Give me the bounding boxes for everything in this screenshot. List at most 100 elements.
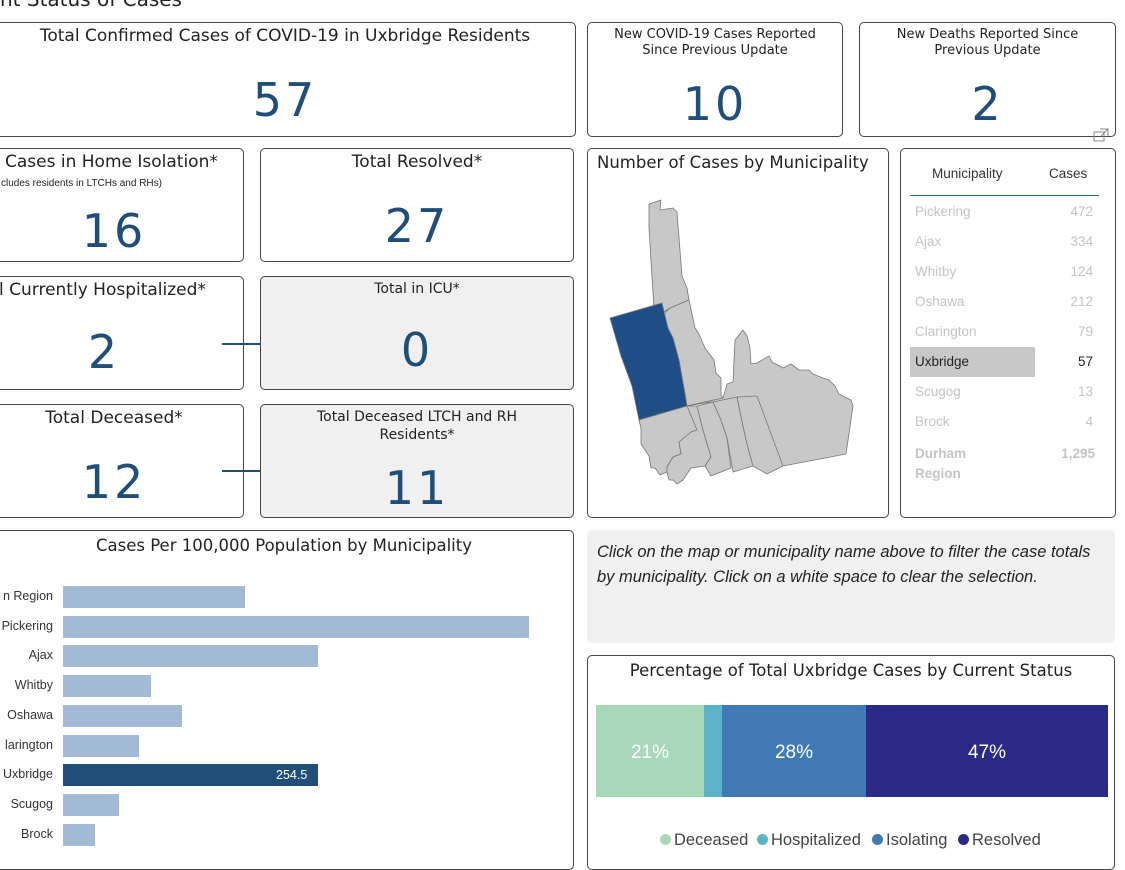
icu-card: Total in ICU* 0 — [260, 276, 574, 390]
hospitalized-title: l Currently Hospitalized* — [0, 280, 206, 300]
status-segment-isolating[interactable] — [722, 705, 866, 797]
table-row[interactable]: Ajax 334 — [910, 227, 1098, 257]
expand-icon[interactable] — [1093, 128, 1109, 142]
bar[interactable] — [63, 823, 95, 846]
municipality-name[interactable]: Pickering — [915, 204, 971, 219]
hospitalized-value: 2 — [87, 325, 121, 379]
table-row[interactable]: Scugog 13 — [910, 377, 1098, 407]
status-segment-label: 47% — [967, 742, 1007, 763]
map-region-uxbridge[interactable] — [609, 302, 688, 421]
bar-chart-title: Cases Per 100,000 Population by Municipa… — [95, 536, 473, 555]
new-deaths-title: New Deaths Reported Since Previous Updat… — [896, 27, 1079, 59]
legend-label: Hospitalized — [771, 831, 861, 849]
status-segment-deceased[interactable] — [596, 705, 704, 797]
icu-title: Total in ICU* — [374, 281, 460, 297]
legend-item-hospitalized[interactable]: Hospitalized — [757, 831, 861, 850]
bar[interactable] — [63, 675, 151, 698]
legend-dot-icon — [757, 834, 768, 845]
table-row[interactable]: Uxbridge 57 — [910, 347, 1098, 377]
municipality-cases: 212 — [1070, 294, 1093, 309]
deceased-card: Total Deceased* 12 — [0, 404, 244, 518]
status-chart-title: Percentage of Total Uxbridge Cases by Cu… — [629, 661, 1073, 680]
bar-category-label: Whitby — [14, 678, 53, 693]
bar-data-label: 254.5 — [276, 768, 308, 783]
status-segment-resolved[interactable] — [866, 705, 1108, 797]
municipality-cases: 4 — [1085, 414, 1093, 429]
legend-label: Resolved — [972, 831, 1041, 849]
legend-dot-icon — [660, 834, 671, 845]
bar-category-label: Brock — [21, 826, 53, 841]
icu-value: 0 — [400, 323, 434, 377]
municipality-cases: 334 — [1070, 234, 1093, 249]
home-isolation-subtitle: cludes residents in LTCHs and RHs) — [1, 178, 162, 189]
total-confirmed-value: 57 — [252, 73, 318, 127]
legend-item-resolved[interactable]: Resolved — [958, 831, 1041, 850]
home-isolation-value: 16 — [81, 204, 147, 258]
table-row[interactable]: Whitby 124 — [910, 257, 1098, 287]
page-title: nt Status of Cases — [0, 0, 182, 11]
municipality-cases: 13 — [1077, 384, 1093, 399]
table-row[interactable]: Brock 4 — [910, 407, 1098, 437]
municipality-name[interactable]: Whitby — [915, 264, 957, 279]
status-segment-hospitalized[interactable] — [704, 705, 722, 797]
municipality-name[interactable]: Oshawa — [915, 294, 965, 309]
table-row[interactable]: Oshawa 212 — [910, 287, 1098, 317]
municipality-name[interactable]: Brock — [915, 414, 950, 429]
deceased-ltch-title: Total Deceased LTCH and RH Residents* — [316, 409, 518, 443]
deceased-ltch-value: 11 — [384, 461, 450, 515]
selected-row-highlight — [910, 347, 1035, 377]
total-label: Durham Region — [915, 446, 967, 481]
municipality-name[interactable]: Uxbridge — [915, 354, 970, 369]
table-row[interactable]: Pickering 472 — [910, 197, 1098, 227]
table-row[interactable]: Clarington 79 — [910, 317, 1098, 347]
bar[interactable] — [63, 586, 245, 608]
legend-label: Deceased — [674, 831, 749, 849]
total-value: 1,295 — [1061, 446, 1095, 461]
legend-dot-icon — [958, 834, 969, 845]
table-header-cases[interactable]: Cases — [1049, 166, 1088, 181]
bar-category-label: Scugog — [10, 796, 53, 811]
deceased-ltch-card: Total Deceased LTCH and RH Residents* 11 — [260, 404, 574, 518]
table-header-municipality[interactable]: Municipality — [932, 166, 1003, 181]
bar[interactable] — [63, 645, 318, 668]
bar[interactable] — [63, 734, 139, 757]
bar[interactable] — [63, 793, 119, 816]
bar-category-label: Uxbridge — [2, 767, 53, 782]
resolved-title: Total Resolved* — [351, 152, 483, 172]
home-isolation-title: Cases in Home Isolation* — [5, 152, 218, 172]
total-confirmed-card: Total Confirmed Cases of COVID-19 in Uxb… — [0, 22, 576, 137]
bar[interactable] — [63, 704, 182, 727]
bar-category-label: Ajax — [28, 648, 53, 663]
status-segment-label: 21% — [630, 742, 670, 763]
deceased-value: 12 — [81, 455, 147, 509]
bar-category-label: Oshawa — [7, 707, 53, 722]
deceased-title: Total Deceased* — [45, 408, 183, 428]
hospitalized-card: l Currently Hospitalized* 2 — [0, 276, 244, 390]
municipality-cases: 124 — [1070, 264, 1093, 279]
bar-category-label: larington — [5, 737, 53, 752]
bar-category-label: n Region — [2, 589, 53, 603]
resolved-value: 27 — [384, 199, 450, 253]
table-header-rule — [910, 195, 1099, 196]
municipality-name[interactable]: Clarington — [915, 324, 977, 339]
new-deaths-card: New Deaths Reported Since Previous Updat… — [859, 22, 1116, 137]
municipality-name[interactable]: Ajax — [915, 234, 942, 249]
status-segment-label: 28% — [774, 742, 814, 763]
legend-dot-icon — [872, 834, 883, 845]
legend-item-isolating[interactable]: Isolating — [872, 831, 947, 850]
table-total-row: Durham Region 1,295 — [915, 444, 1095, 484]
map-title: Number of Cases by Municipality — [597, 153, 869, 172]
new-cases-value: 10 — [682, 77, 748, 131]
new-cases-card: New COVID-19 Cases Reported Since Previo… — [587, 22, 843, 137]
bar[interactable] — [63, 615, 529, 638]
map-region-clarington[interactable] — [736, 395, 784, 475]
municipality-cases: 57 — [1077, 354, 1093, 369]
bar[interactable] — [63, 764, 318, 787]
municipality-cases: 79 — [1077, 324, 1093, 339]
legend-item-deceased[interactable]: Deceased — [660, 831, 748, 850]
new-deaths-value: 2 — [971, 77, 1004, 131]
durham-map[interactable] — [587, 148, 889, 518]
legend-label: Isolating — [886, 831, 948, 849]
filter-note-box — [587, 530, 1115, 643]
municipality-name[interactable]: Scugog — [915, 384, 961, 399]
